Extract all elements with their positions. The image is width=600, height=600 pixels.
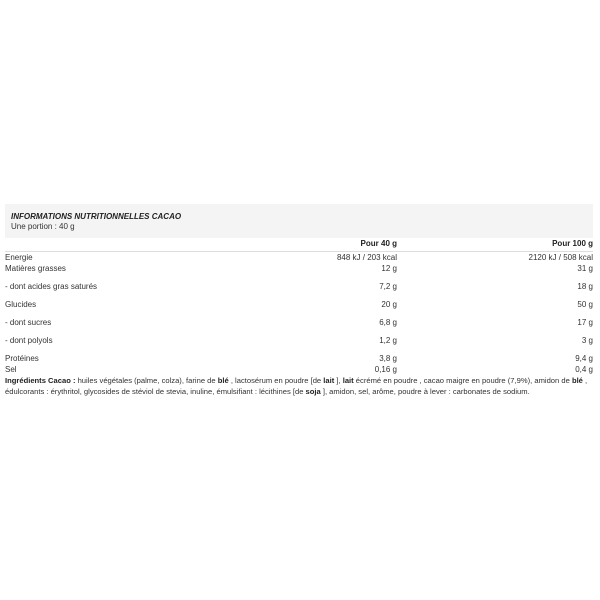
value-per-100g: 2120 kJ / 508 kcal bbox=[528, 253, 593, 262]
ingredient-highlight: Ingrédients Cacao : bbox=[5, 376, 76, 385]
ingredient-highlight: blé bbox=[217, 376, 229, 385]
nutrient-label: - dont sucres bbox=[5, 318, 52, 327]
table-row: Protéines 3,8 g 9,4 g bbox=[5, 354, 593, 364]
nutrient-label: - dont polyols bbox=[5, 336, 53, 345]
ingredients-text: Ingrédients Cacao : huiles végétales (pa… bbox=[5, 376, 595, 397]
ingredient-text: huiles végétales (palme, colza), farine … bbox=[75, 376, 218, 385]
value-per-100g: 18 g bbox=[577, 282, 593, 291]
nutrition-title: INFORMATIONS NUTRITIONNELLES CACAO bbox=[11, 212, 182, 221]
value-per-portion: 7,2 g bbox=[379, 282, 397, 291]
nutrient-label: Matières grasses bbox=[5, 264, 66, 273]
nutrient-label: Protéines bbox=[5, 354, 39, 363]
value-per-portion: 0,16 g bbox=[374, 365, 397, 374]
nutrient-label: Glucides bbox=[5, 300, 37, 309]
ingredient-text: ], bbox=[334, 376, 343, 385]
nutrient-label: - dont acides gras saturés bbox=[5, 282, 98, 291]
value-per-portion: 1,2 g bbox=[379, 336, 397, 345]
portion-size: Une portion : 40 g bbox=[11, 222, 75, 231]
value-per-portion: 6,8 g bbox=[379, 318, 397, 327]
ingredient-text: écrémé en poudre , cacao maigre en poudr… bbox=[353, 376, 572, 385]
value-per-100g: 31 g bbox=[577, 264, 593, 273]
column-header-100g: Pour 100 g bbox=[552, 239, 593, 248]
nutrient-label: Sel bbox=[5, 365, 17, 374]
table-row: - dont polyols 1,2 g 3 g bbox=[5, 336, 593, 346]
value-per-100g: 3 g bbox=[581, 336, 593, 345]
value-per-100g: 17 g bbox=[577, 318, 593, 327]
value-per-portion: 12 g bbox=[381, 264, 397, 273]
value-per-100g: 0,4 g bbox=[575, 365, 593, 374]
ingredient-highlight: soja bbox=[305, 386, 321, 396]
ingredient-text: , édulcorants : érythritol, glycosides d… bbox=[5, 376, 588, 396]
value-per-portion: 20 g bbox=[381, 300, 397, 309]
ingredient-text: , lactosérum en poudre [de bbox=[228, 376, 324, 385]
value-per-100g: 50 g bbox=[577, 300, 593, 309]
table-row: - dont acides gras saturés 7,2 g 18 g bbox=[5, 282, 593, 292]
ingredient-highlight: lait bbox=[323, 376, 335, 385]
header-divider bbox=[5, 251, 593, 252]
ingredient-text: ], amidon, sel, arôme, poudre à lever : … bbox=[320, 386, 530, 396]
nutrition-header: INFORMATIONS NUTRITIONNELLES CACAO Une p… bbox=[5, 204, 593, 238]
table-row: - dont sucres 6,8 g 17 g bbox=[5, 318, 593, 328]
ingredient-highlight: lait bbox=[342, 376, 354, 385]
ingredient-highlight: blé bbox=[571, 376, 583, 385]
table-row: Energie 848 kJ / 203 kcal 2120 kJ / 508 kc… bbox=[5, 253, 593, 263]
value-per-portion: 848 kJ / 203 kcal bbox=[336, 253, 397, 262]
value-per-portion: 3,8 g bbox=[379, 354, 397, 363]
nutrient-label: Energie bbox=[5, 253, 33, 262]
table-row: Matières grasses 12 g 31 g bbox=[5, 264, 593, 274]
table-row: Glucides 20 g 50 g bbox=[5, 300, 593, 310]
table-row: Sel 0,16 g 0,4 g bbox=[5, 365, 593, 375]
value-per-100g: 9,4 g bbox=[575, 354, 593, 363]
column-header-portion: Pour 40 g bbox=[360, 239, 397, 248]
